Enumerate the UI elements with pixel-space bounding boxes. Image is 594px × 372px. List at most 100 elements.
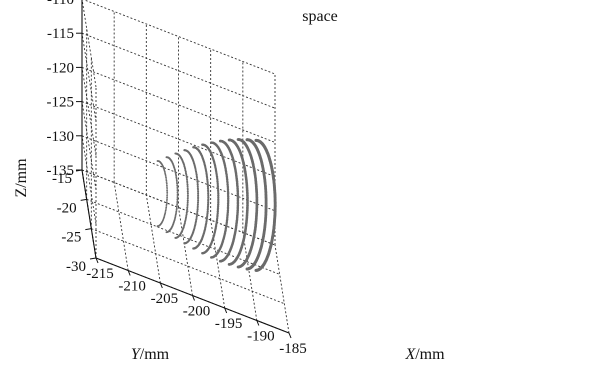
x-tick: [288, 332, 292, 339]
x-axis-label-var: X: [404, 346, 416, 363]
cloud-point: [196, 178, 199, 181]
cloud-point: [176, 193, 179, 196]
cloud-point: [236, 197, 240, 200]
cloud-point: [176, 187, 179, 190]
z-tick-label: -120: [47, 60, 75, 76]
x-tick-label: -205: [151, 291, 179, 307]
cloud-point: [175, 181, 178, 183]
y-tick-label: -25: [61, 230, 81, 246]
cloud-point: [165, 201, 168, 204]
grid-line: [113, 182, 129, 271]
cloud-point: [166, 184, 168, 187]
cloud-point: [217, 201, 220, 204]
cloud-point: [186, 180, 189, 183]
cloud-point: [216, 205, 220, 208]
cloud-point: [207, 196, 210, 199]
tick-marks: [75, 32, 292, 339]
cloud-point: [186, 199, 189, 202]
cloud-point: [185, 178, 189, 181]
cloud-point: [186, 206, 189, 209]
cloud-point: [216, 187, 220, 190]
cloud-point: [165, 178, 168, 180]
cloud-point: [196, 210, 199, 213]
x-tick-label: -215: [86, 266, 114, 282]
cloud-point: [196, 180, 199, 183]
cloud-point: [164, 211, 167, 213]
cloud-point: [165, 208, 167, 210]
grid-line: [81, 32, 276, 109]
cloud-point: [216, 212, 219, 215]
cloud-point: [165, 156, 168, 159]
cloud-point: [226, 190, 230, 193]
y-tick-label: -15: [52, 171, 72, 187]
cloud-point: [186, 194, 189, 197]
cloud-point: [195, 173, 198, 176]
cloud-point: [217, 196, 220, 199]
x-tick-label: -185: [279, 341, 307, 357]
cloud-point: [175, 208, 178, 211]
cloud-point: [207, 201, 210, 204]
grid-line: [210, 219, 226, 309]
cloud-point: [174, 173, 177, 175]
cloud-point: [186, 204, 189, 207]
cloud-point: [175, 177, 178, 180]
cloud-point: [174, 213, 177, 216]
cloud-point: [216, 213, 219, 217]
cloud-point: [201, 143, 204, 146]
z-tick-label: -135: [47, 163, 75, 179]
cloud-point: [176, 196, 179, 199]
cloud-point: [216, 182, 219, 185]
z-tick-label: -130: [47, 129, 75, 145]
x-tick: [224, 307, 228, 314]
grid-line: [145, 194, 161, 284]
z-tick-label: -110: [47, 0, 74, 8]
cloud-point: [166, 186, 168, 189]
cloud-point: [176, 186, 179, 189]
cloud-point: [216, 189, 220, 192]
cloud-point: [206, 213, 209, 217]
cloud-point: [217, 199, 220, 203]
cloud-point: [185, 214, 188, 217]
cloud-point: [176, 191, 179, 194]
grid-line: [81, 169, 276, 246]
cloud-point: [175, 176, 178, 179]
cloud-point: [206, 185, 210, 188]
cloud-point: [176, 189, 179, 192]
cloud-point: [175, 207, 178, 210]
cloud-point: [216, 206, 220, 210]
grid-line: [81, 0, 97, 88]
cloud-point: [185, 173, 188, 176]
y-tick: [80, 198, 87, 201]
z-tick-label: -115: [47, 26, 74, 42]
cloud-point: [165, 182, 168, 185]
cloud-point: [186, 197, 189, 200]
cloud-point: [176, 182, 179, 185]
cloud-point: [197, 197, 200, 200]
cloud-point: [196, 206, 199, 209]
cloud-point: [195, 175, 198, 178]
cloud-point: [185, 209, 189, 213]
cloud-point: [165, 181, 168, 184]
cloud-point: [206, 187, 210, 190]
cloud-point: [195, 215, 198, 218]
cloud-point: [206, 210, 209, 213]
cloud-point: [195, 216, 198, 220]
cloud-point: [209, 141, 213, 144]
x-tick: [192, 295, 195, 301]
cloud-point: [196, 183, 199, 186]
cloud-point: [216, 217, 219, 220]
cloud-point: [254, 138, 258, 142]
cloud-point: [236, 138, 240, 141]
x-axis-label-unit: /mm: [415, 346, 445, 363]
cloud-point: [196, 208, 199, 211]
cloud-point: [186, 188, 189, 191]
cloud-point: [205, 217, 209, 220]
cloud-point: [175, 210, 178, 213]
grid-line: [81, 101, 97, 190]
cloud-point: [206, 183, 209, 186]
cloud-point: [166, 191, 169, 194]
x-tick-label: -200: [183, 304, 211, 320]
cloud-point: [156, 160, 159, 162]
cloud-point: [226, 193, 230, 197]
